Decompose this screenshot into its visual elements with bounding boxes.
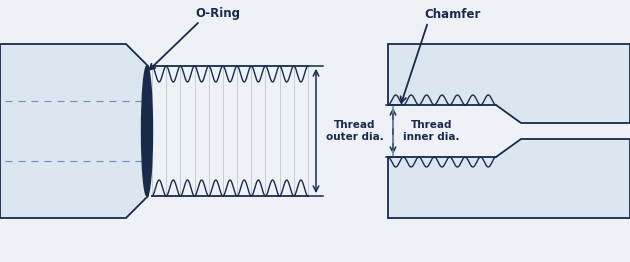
Polygon shape [388, 44, 630, 123]
Polygon shape [388, 139, 630, 218]
Text: Thread
inner dia.: Thread inner dia. [403, 120, 459, 142]
Polygon shape [0, 44, 148, 218]
Text: Chamfer: Chamfer [425, 8, 481, 20]
Ellipse shape [142, 66, 152, 196]
Text: Thread
outer dia.: Thread outer dia. [326, 120, 384, 142]
Text: O-Ring: O-Ring [195, 8, 241, 20]
